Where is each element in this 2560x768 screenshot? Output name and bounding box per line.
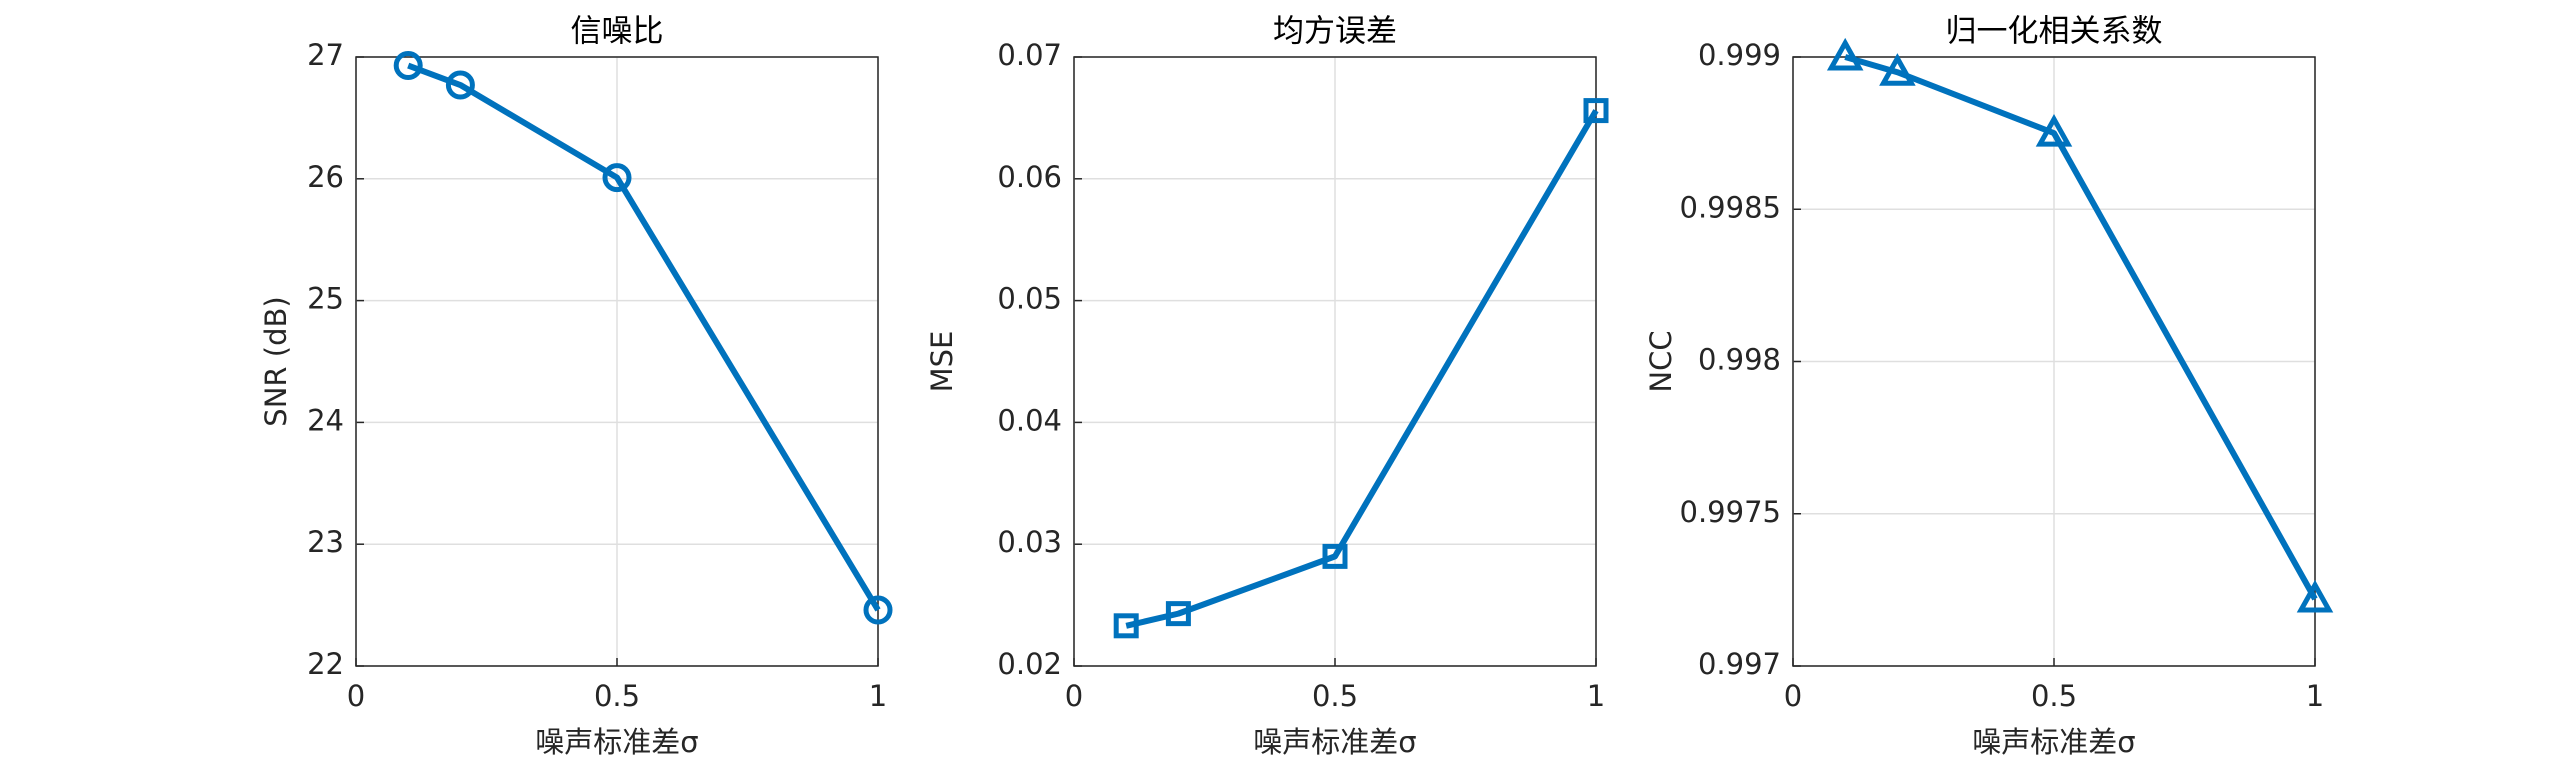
marker: [2035, 114, 2073, 147]
data-line: [407, 62, 881, 612]
data-line: [1844, 54, 2318, 601]
y-tick-label: 0.03: [997, 525, 1062, 559]
x-tick-label: 0.5: [1312, 679, 1358, 713]
y-tick-label: 0.997: [1698, 647, 1781, 681]
y-axis-label: MSE: [925, 331, 959, 393]
marker: [2296, 579, 2334, 613]
y-tick-label: 23: [307, 525, 344, 559]
axes-box: [1073, 56, 1597, 667]
y-tick-label: 0.07: [997, 38, 1062, 72]
marker: [1322, 543, 1348, 569]
y-tick-label: 0.05: [997, 282, 1062, 316]
y-tick-label: 24: [307, 403, 344, 437]
y-tick-label: 0.02: [997, 647, 1062, 681]
data-line: [1125, 109, 1599, 629]
axes-box: [1792, 56, 2316, 667]
axes-box: [355, 56, 879, 667]
chart-title: 均方误差: [1273, 14, 1397, 50]
y-tick-label: 25: [307, 282, 344, 316]
y-tick-label: 0.998: [1698, 343, 1781, 377]
y-tick-label: 0.06: [997, 160, 1062, 194]
marker: [1165, 601, 1191, 627]
x-axis-label: 噪声标准差σ: [535, 725, 698, 759]
x-tick-label: 1: [2306, 679, 2324, 713]
y-tick-label: 0.9975: [1680, 495, 1781, 529]
y-tick-label: 26: [307, 160, 344, 194]
x-tick-label: 1: [869, 679, 887, 713]
chart-title: 信噪比: [571, 14, 664, 50]
y-tick-label: 27: [307, 38, 344, 72]
marker: [1583, 98, 1609, 124]
marker: [393, 51, 423, 81]
x-tick-label: 0: [1784, 679, 1802, 713]
x-tick-label: 0: [347, 679, 365, 713]
x-tick-label: 0: [1065, 679, 1083, 713]
y-tick-label: 0.9985: [1680, 190, 1781, 224]
x-tick-label: 0.5: [2031, 679, 2077, 713]
x-axis-label: 噪声标准差σ: [1253, 725, 1416, 759]
x-tick-label: 0.5: [594, 679, 640, 713]
y-tick-label: 0.999: [1698, 38, 1781, 72]
y-axis-label: SNR (dB): [259, 296, 293, 426]
marker: [1826, 37, 1864, 71]
y-axis-label: NCC: [1644, 330, 1678, 392]
marker: [1879, 53, 1916, 86]
marker: [1113, 613, 1139, 639]
marker: [602, 163, 632, 193]
x-axis-label: 噪声标准差σ: [1972, 725, 2135, 759]
y-tick-label: 0.04: [997, 403, 1062, 437]
marker: [445, 70, 475, 100]
y-tick-label: 22: [307, 647, 344, 681]
marker: [863, 595, 893, 625]
chart-title: 归一化相关系数: [1946, 14, 2163, 50]
x-tick-label: 1: [1587, 679, 1605, 713]
